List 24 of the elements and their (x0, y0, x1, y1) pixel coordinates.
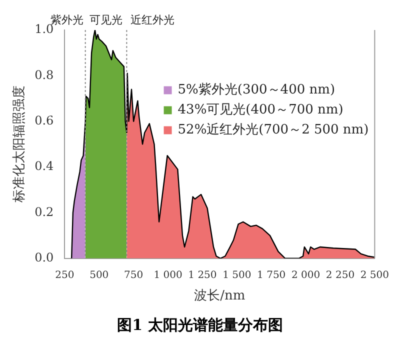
text: 可见光 (90, 13, 123, 26)
y-tick-label: 0.4 (34, 159, 54, 174)
legend-label: 52%近红外光(700～2 500 nm) (178, 122, 369, 138)
legend-label: 43%可见光(400～700 nm) (178, 102, 344, 118)
legend-label: 5%紫外光(300～400 nm) (178, 82, 336, 98)
x-tick-label: 1 250 (188, 270, 217, 281)
y-axis-title: 标准化太阳辐照强度 (11, 86, 28, 204)
x-tick-label: 2 500 (360, 270, 390, 281)
x-tick-label: 750 (124, 270, 144, 281)
x-tick-label: 1 500 (222, 270, 252, 281)
text: 近红外光 (130, 13, 175, 26)
x-tick-label: 1 750 (257, 270, 286, 281)
x-tick-label: 500 (90, 270, 109, 281)
x-tick-label: 2 000 (291, 270, 320, 281)
x-tick-label: 2 250 (326, 270, 355, 281)
x-axis-title: 波长/nm (194, 288, 246, 304)
y-tick-label: 0.6 (34, 113, 54, 128)
text: 图1 太阳光谱能量分布图 (116, 316, 284, 335)
y-tick-label: 0.8 (34, 68, 54, 82)
y-tick-label: 0.0 (34, 250, 54, 265)
text: 紫外光 (50, 13, 84, 26)
y-tick-label: 0.2 (34, 204, 54, 219)
x-tick-label: 1 000 (154, 270, 182, 281)
x-tick-label: 250 (55, 270, 74, 281)
